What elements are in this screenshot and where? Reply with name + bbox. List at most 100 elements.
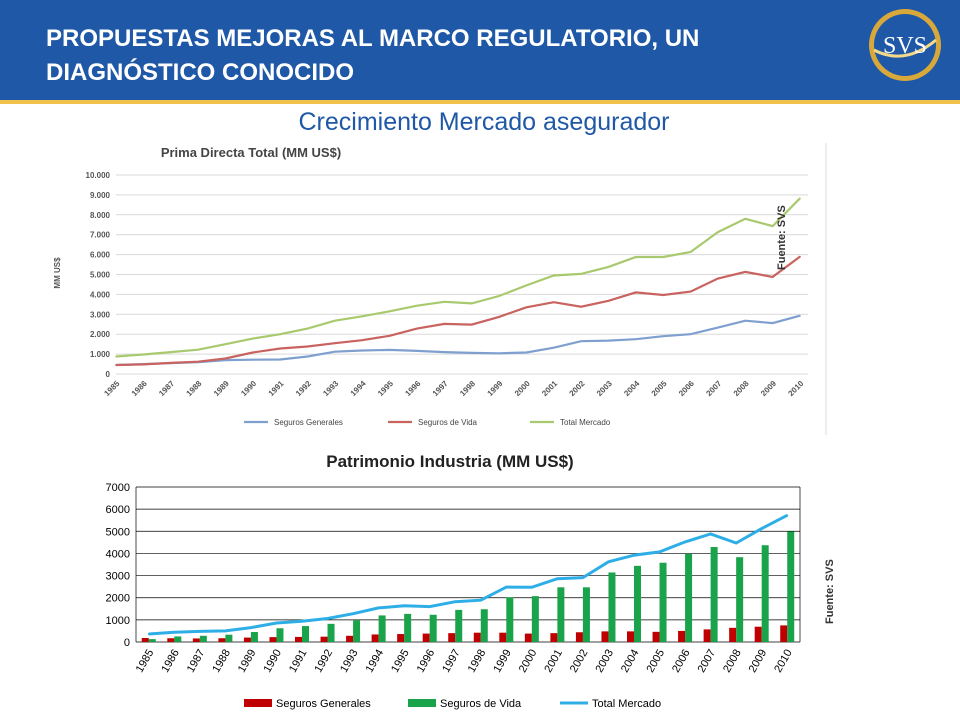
chart1-data-point: [552, 301, 555, 303]
chart1-series-line-1: [115, 255, 801, 367]
chart2-x-tick-label: 1989: [236, 648, 259, 675]
chart2-total-point: [301, 620, 303, 623]
chart1-y-tick-label: 3.000: [90, 310, 111, 319]
chart1-data-point: [306, 327, 309, 330]
chart2-y-tick-label: 4000: [106, 548, 130, 560]
chart1-y-tick-label: 4.000: [90, 290, 111, 299]
chart1-y-axis-label: MM US$: [53, 257, 62, 289]
chart1-y-tick-label: 6.000: [90, 251, 111, 260]
chart1-data-point: [470, 352, 473, 354]
slide-title-line2: DIAGNÓSTICO CONOCIDO: [46, 59, 355, 86]
chart1-data-point: [717, 326, 719, 329]
chart2-total-point: [530, 586, 533, 589]
chart2-total-point: [326, 617, 329, 620]
chart2-y-tick-label: 7000: [106, 482, 130, 494]
chart1-data-point: [279, 358, 281, 361]
chart2-bar-generales: [269, 637, 277, 642]
chart2-total-point: [352, 612, 355, 615]
chart1-data-point: [771, 322, 774, 324]
chart1-data-point: [689, 251, 692, 253]
chart2-bar-vida: [199, 635, 207, 642]
chart2-y-tick-label: 1000: [106, 615, 130, 627]
chart2-total-point: [454, 600, 457, 603]
chart2-bar-vida: [685, 553, 693, 642]
chart2-legend-swatch: [408, 699, 436, 707]
chart2-bar-generales: [243, 637, 251, 642]
chart1-legend-label: Seguros de Vida: [418, 418, 478, 427]
chart2-bar-generales: [652, 631, 660, 642]
chart1-data-point: [388, 349, 391, 351]
chart1-data-point: [224, 343, 227, 345]
chart2-total-point: [684, 540, 687, 543]
chart2-bar-vida: [353, 620, 361, 642]
logo-swoosh: [873, 38, 937, 58]
chart2-x-tick-label: 2004: [619, 648, 642, 675]
chart1-data-point: [169, 351, 172, 353]
chart2-x-tick-label: 2003: [593, 648, 616, 675]
chart2-total-point: [760, 527, 763, 530]
chart2-bar-generales: [448, 633, 456, 642]
chart1-data-point: [470, 323, 473, 326]
chart1-data-point: [662, 256, 664, 258]
chart1-data-point: [498, 295, 500, 297]
chart2-bar-vida: [327, 623, 335, 642]
chart1-series-line-2: [115, 197, 801, 358]
chart1-data-point: [142, 363, 145, 366]
chart2-bar-generales: [780, 625, 788, 642]
chart1-data-point: [224, 357, 227, 360]
chart1-title: Prima Directa Total (MM US$): [161, 145, 341, 160]
chart2-x-tick-label: 2010: [772, 648, 795, 675]
chart1-data-point: [443, 323, 446, 325]
patrimonio-chart: Patrimonio Industria (MM US$) 0 1000 2000 3…: [106, 452, 801, 710]
chart2-bar-vida: [634, 565, 641, 642]
chart2-bar-generales: [141, 638, 149, 642]
chart2-x-tick-label: 1991: [287, 648, 310, 675]
chart2-bar-generales: [575, 632, 583, 642]
chart2-total-line: [148, 513, 788, 636]
chart2-x-tick-label: 2007: [696, 648, 719, 675]
chart1-legend-label: Seguros Generales: [274, 418, 343, 427]
chart1-data-point: [361, 315, 364, 318]
chart2-x-tick-label: 2009: [747, 648, 770, 675]
chart1-data-point: [799, 255, 801, 258]
chart2-x-tick-label: 1988: [210, 648, 233, 675]
chart2-x-tick-label: 1997: [440, 648, 463, 675]
chart1-data-point: [607, 339, 610, 342]
chart2-bar-generales: [754, 626, 762, 642]
chart1-data-point: [744, 319, 747, 322]
chart1-data-point: [580, 273, 582, 275]
chart1-data-point: [169, 362, 172, 364]
header-accent-line: [0, 100, 960, 104]
chart1-y-tick-label: 2.000: [90, 330, 111, 339]
chart2-x-tick-label: 1994: [364, 648, 387, 675]
chart1-data-point: [416, 327, 418, 330]
chart1-data-point: [279, 333, 281, 335]
chart1-data-point: [334, 342, 336, 344]
logo-ring-inner: [874, 14, 936, 76]
chart1-data-point: [689, 290, 692, 293]
chart1-data-point: [443, 300, 446, 303]
chart2-bar-generales: [703, 629, 711, 642]
chart1-data-point: [279, 347, 281, 350]
chart2-bar-generales: [627, 631, 634, 642]
chart1-data-point: [799, 314, 801, 317]
chart2-source-label: Fuente: SVS: [824, 559, 836, 624]
chart1-data-point: [771, 225, 774, 227]
chart1-data-point: [334, 350, 336, 353]
chart2-x-tick-label: 2001: [542, 648, 565, 675]
chart2-bar-vida: [302, 626, 309, 642]
chart1-data-point: [388, 310, 391, 313]
chart2-x-tick-label: 1985: [134, 648, 157, 675]
chart2-bar-generales: [550, 633, 558, 642]
chart1-data-point: [498, 316, 500, 318]
prima-directa-chart: Prima Directa Total (MM US$) MM US$ 0 1.0…: [48, 143, 832, 435]
chart2-bar-vida: [761, 545, 769, 642]
chart2-bar-generales: [729, 627, 737, 642]
chart2-bar-vida: [506, 597, 514, 642]
chart1-legend-label: Total Mercado: [560, 418, 611, 427]
chart1-data-point: [388, 334, 391, 337]
chart2-bar-vida: [250, 632, 258, 642]
chart2-total-point: [275, 621, 278, 624]
chart1-data-point: [115, 355, 117, 358]
chart2-legend-label: Seguros de Vida: [440, 698, 522, 710]
